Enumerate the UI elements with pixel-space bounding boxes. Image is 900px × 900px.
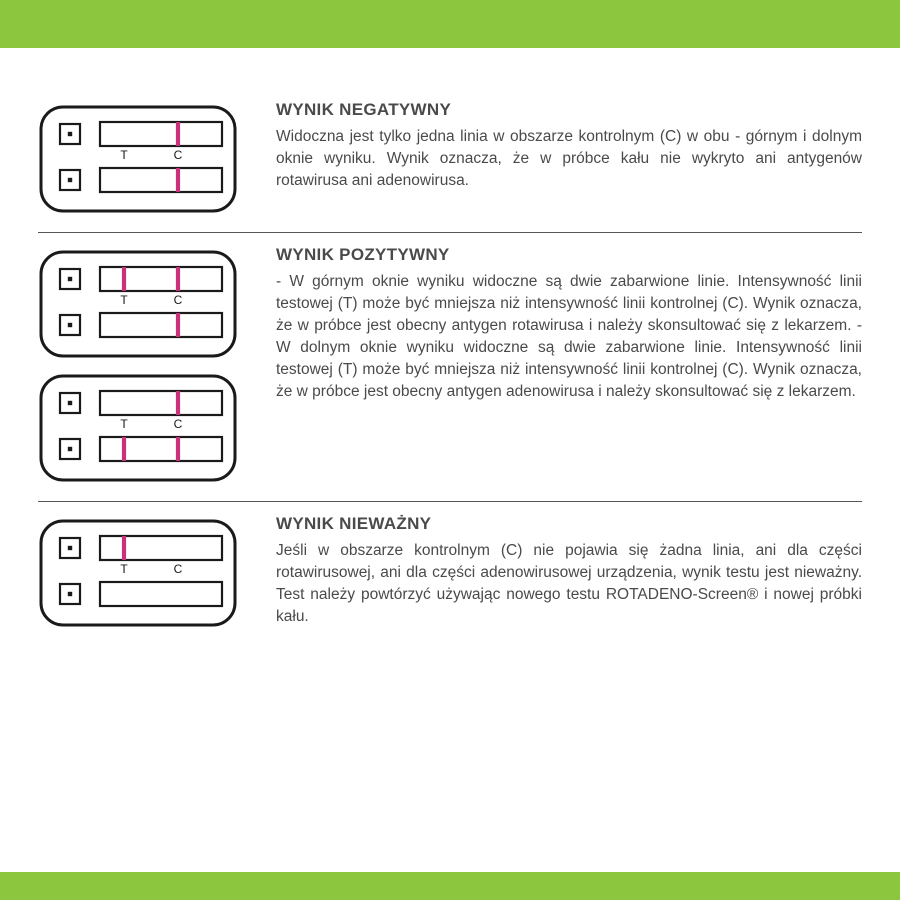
test-cassette-icon: TC: [38, 518, 238, 628]
svg-text:T: T: [120, 293, 128, 307]
text-column: WYNIK NIEWAŻNY Jeśli w obszarze kontroln…: [276, 514, 862, 628]
svg-text:C: C: [174, 417, 183, 431]
svg-text:T: T: [120, 148, 128, 162]
svg-text:C: C: [174, 293, 183, 307]
cassette-column: TC: [38, 100, 248, 214]
svg-text:T: T: [120, 562, 128, 576]
cassette-column: TCTC: [38, 245, 248, 483]
result-title: WYNIK NEGATYWNY: [276, 100, 862, 120]
test-cassette-icon: TC: [38, 373, 238, 483]
test-cassette-icon: TC: [38, 249, 238, 359]
result-title: WYNIK POZYTYWNY: [276, 245, 862, 265]
text-column: WYNIK POZYTYWNY - W górnym oknie wyniku …: [276, 245, 862, 483]
text-column: WYNIK NEGATYWNY Widoczna jest tylko jedn…: [276, 100, 862, 214]
svg-text:C: C: [174, 562, 183, 576]
svg-text:T: T: [120, 417, 128, 431]
content-area: TC WYNIK NEGATYWNY Widoczna jest tylko j…: [0, 48, 900, 872]
test-cassette-icon: TC: [38, 104, 238, 214]
bottom-accent-bar: [0, 872, 900, 900]
section-negative: TC WYNIK NEGATYWNY Widoczna jest tylko j…: [38, 88, 862, 232]
section-invalid: TC WYNIK NIEWAŻNY Jeśli w obszarze kontr…: [38, 502, 862, 646]
result-title: WYNIK NIEWAŻNY: [276, 514, 862, 534]
result-body: - W górnym oknie wyniku widoczne są dwie…: [276, 271, 862, 403]
result-body: Jeśli w obszarze kontrolnym (C) nie poja…: [276, 540, 862, 628]
svg-text:C: C: [174, 148, 183, 162]
cassette-column: TC: [38, 514, 248, 628]
top-accent-bar: [0, 0, 900, 48]
result-body: Widoczna jest tylko jedna linia w obszar…: [276, 126, 862, 192]
section-positive: TCTC WYNIK POZYTYWNY - W górnym oknie wy…: [38, 233, 862, 501]
